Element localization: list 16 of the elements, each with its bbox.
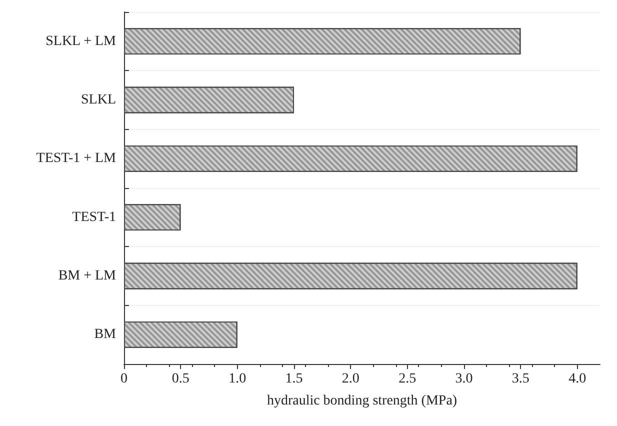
x-tick-label: 1.0 <box>228 372 246 386</box>
x-tick-label: 4.0 <box>568 372 586 386</box>
x-tick-label: 2.0 <box>342 372 360 386</box>
y-tick-label: TEST-1 + LM <box>36 151 117 166</box>
y-tick-label: SLKL + LM <box>46 34 117 49</box>
x-tick-label: 0 <box>120 372 128 386</box>
x-tick-label: 2.5 <box>398 372 416 386</box>
y-tick-label: TEST-1 <box>72 210 116 225</box>
y-tick-label: BM <box>94 327 117 342</box>
x-tick-label: 3.0 <box>455 372 473 386</box>
x-tick-label: 1.5 <box>285 372 303 386</box>
x-tick-label: 0.5 <box>172 372 190 386</box>
x-tick-label: 3.5 <box>512 372 530 386</box>
y-tick-label: SLKL <box>81 92 116 108</box>
x-axis-title: hydraulic bonding strength (MPa) <box>266 394 458 408</box>
y-tick-label: BM + LM <box>58 268 117 284</box>
